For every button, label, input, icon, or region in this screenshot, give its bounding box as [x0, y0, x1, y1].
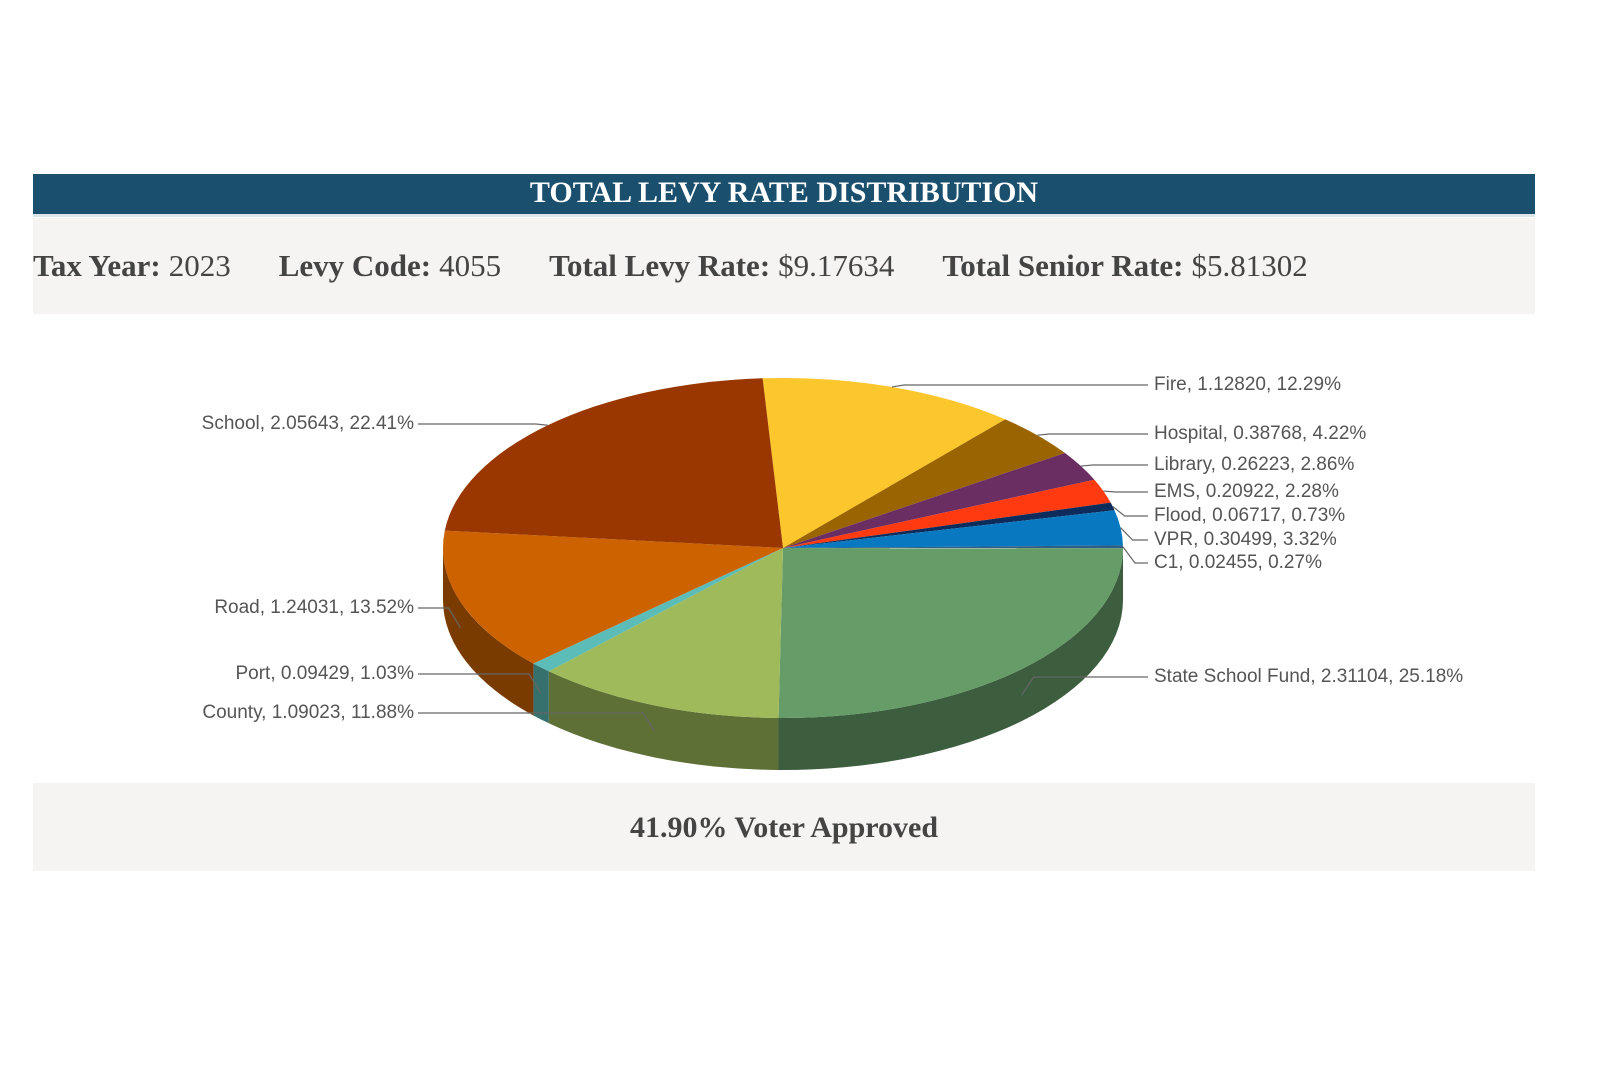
leader-line [1103, 490, 1148, 493]
slice [783, 502, 1115, 548]
info-value: $9.17634 [778, 248, 895, 283]
slice [443, 530, 783, 664]
slice-label: Hospital, 0.38768, 4.22% [1154, 423, 1366, 444]
slice-label: County, 1.09023, 11.88% [202, 702, 414, 723]
leader-line [418, 607, 461, 629]
slice [783, 510, 1123, 548]
leader-line [1037, 433, 1148, 436]
slice [444, 378, 783, 548]
slice-label: Library, 0.26223, 2.86% [1154, 454, 1354, 475]
info-label: Total Levy Rate: [549, 248, 771, 283]
info-band: Tax Year: 2023 Levy Code: 4055 Total Levy Ra… [33, 218, 1535, 314]
info-item: Total Levy Rate: $9.17634 [549, 248, 894, 284]
leader-line [418, 423, 548, 426]
info-label: Tax Year: [33, 248, 161, 283]
leader-line [418, 712, 656, 732]
footer-band: 41.90% Voter Approved [33, 783, 1535, 871]
slice-label: Flood, 0.06717, 0.73% [1154, 505, 1345, 526]
slice [533, 548, 783, 672]
slice-label: Road, 1.24031, 13.52% [214, 597, 414, 618]
slice-label: C1, 0.02455, 0.27% [1154, 552, 1322, 573]
info-item: Total Senior Rate: $5.81302 [942, 248, 1307, 284]
slice [548, 548, 783, 718]
leader-line [1122, 546, 1148, 564]
leader-line [1112, 505, 1148, 517]
leader-line [891, 384, 1148, 388]
slice-label: EMS, 0.20922, 2.28% [1154, 481, 1339, 502]
info-label: Total Senior Rate: [942, 248, 1184, 283]
leader-line [1021, 676, 1148, 696]
slice-label: State School Fund, 2.31104, 25.18% [1154, 666, 1463, 687]
slice [762, 378, 1006, 548]
title-bar: TOTAL LEVY RATE DISTRIBUTION [33, 174, 1535, 217]
slice-label: Fire, 1.12820, 12.29% [1154, 374, 1341, 395]
info-value: 4055 [439, 248, 502, 283]
voter-approved: 41.90% Voter Approved [629, 811, 939, 844]
leader-line [418, 673, 542, 694]
slice-label: School, 2.05643, 22.41% [202, 413, 414, 434]
slice-side [533, 663, 549, 724]
slice-label: Port, 0.09429, 1.03% [235, 663, 414, 684]
slice [783, 453, 1095, 548]
info-item: Levy Code: 4055 [279, 248, 501, 284]
leader-line [1080, 464, 1148, 467]
slice [783, 545, 1123, 549]
slice [783, 479, 1111, 548]
slice-side [548, 671, 779, 770]
info-label: Levy Code: [278, 248, 432, 283]
title: TOTAL LEVY RATE DISTRIBUTION [529, 176, 1039, 209]
info-item: Tax Year: 2023 [33, 248, 231, 284]
slice-label: VPR, 0.30499, 3.32% [1154, 529, 1337, 550]
slice [783, 419, 1065, 548]
info-value: 2023 [168, 248, 231, 283]
leader-line [1120, 527, 1148, 541]
slice [778, 548, 1123, 718]
slice-side [778, 548, 1123, 770]
info-value: $5.81302 [1191, 248, 1308, 283]
